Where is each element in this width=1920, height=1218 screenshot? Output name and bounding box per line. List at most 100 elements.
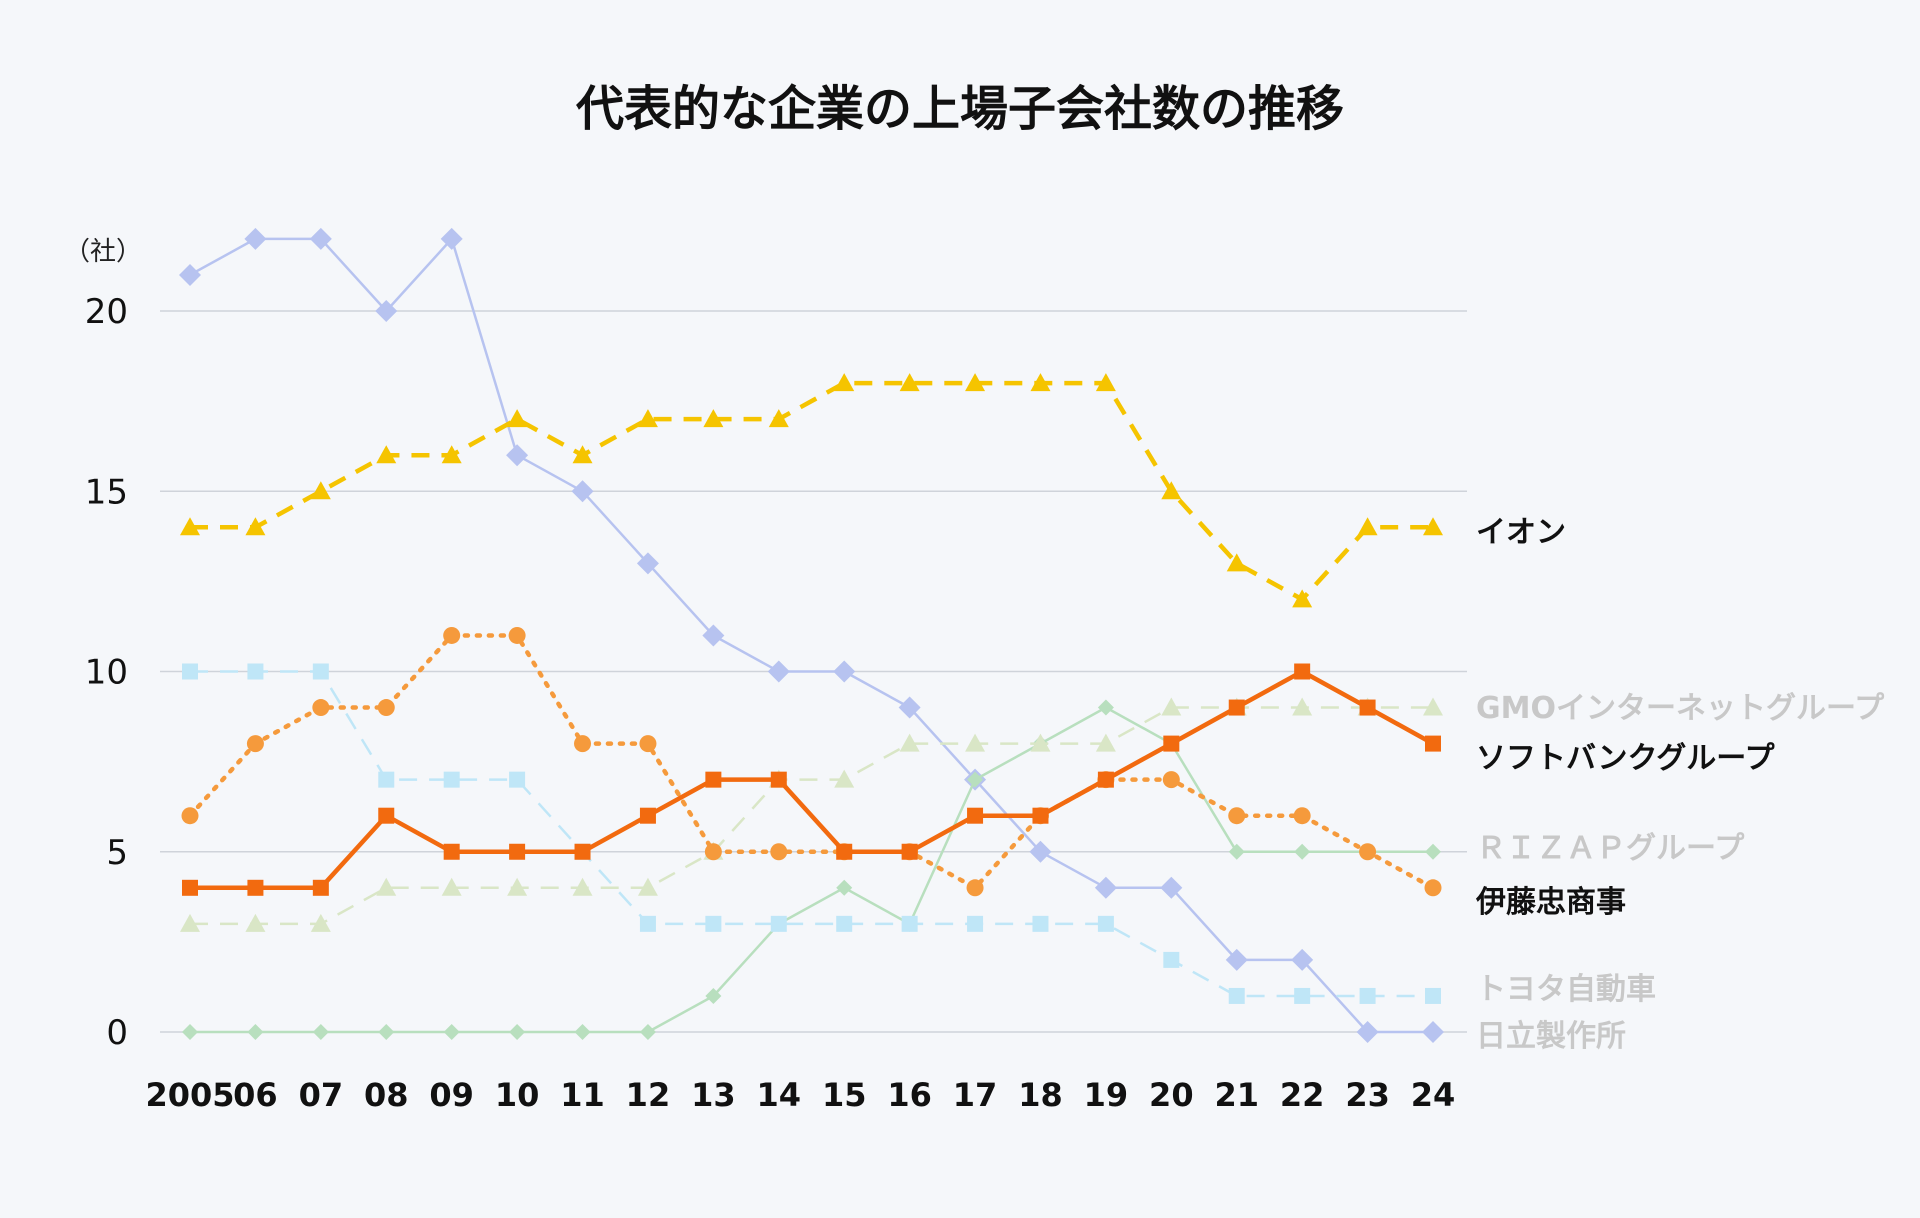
data-point — [1357, 517, 1378, 536]
data-point — [1292, 697, 1313, 716]
data-point — [182, 1024, 198, 1040]
data-point — [1163, 735, 1180, 752]
series-label: ソフトバンクグループ — [1476, 741, 1775, 776]
series-label: 伊藤忠商事 — [1475, 885, 1626, 920]
data-point — [1029, 840, 1052, 863]
data-point — [1356, 1021, 1379, 1043]
data-point — [572, 445, 593, 464]
data-point — [440, 227, 463, 250]
data-point — [572, 877, 593, 896]
data-point — [705, 771, 722, 788]
data-point — [833, 660, 856, 683]
data-point — [509, 771, 526, 788]
series-group — [179, 227, 1444, 1043]
data-point — [1228, 699, 1245, 716]
y-tick-label: 15 — [85, 472, 128, 512]
y-axis-ticks: 0 5 10 15 20 — [85, 292, 128, 1053]
data-point — [834, 373, 855, 392]
data-point — [770, 843, 788, 861]
data-point — [179, 263, 201, 286]
x-tick-label: 15 — [822, 1076, 867, 1114]
data-point — [1161, 481, 1182, 500]
x-tick-label: 16 — [887, 1076, 932, 1114]
data-point — [705, 987, 722, 1004]
data-point — [1423, 517, 1443, 536]
data-point — [506, 444, 529, 467]
data-point — [244, 227, 267, 250]
data-point — [247, 1024, 264, 1040]
data-point — [901, 915, 918, 932]
x-tick-label: 22 — [1280, 1076, 1325, 1114]
series-label: GMOインターネットグループ — [1476, 691, 1885, 726]
data-point — [1294, 987, 1311, 1004]
data-point — [509, 843, 526, 860]
data-point — [376, 877, 397, 896]
data-point — [1030, 373, 1051, 392]
data-point — [312, 699, 330, 717]
data-point — [639, 1024, 656, 1040]
series-line — [190, 706, 1433, 1034]
data-point — [965, 373, 986, 392]
y-axis-unit: （社） — [64, 237, 142, 267]
x-tick-label: 19 — [1084, 1076, 1129, 1114]
data-point — [967, 771, 984, 788]
series-line — [190, 706, 1433, 926]
data-point — [637, 409, 658, 428]
data-point — [1425, 735, 1441, 752]
series-ソフトバンクグループ — [182, 663, 1441, 896]
data-point — [507, 409, 528, 428]
series-label: 日立製作所 — [1476, 1019, 1626, 1054]
data-point — [1097, 771, 1114, 788]
data-point — [574, 735, 592, 753]
data-point — [637, 877, 658, 896]
data-point — [443, 626, 461, 644]
data-point — [1225, 948, 1248, 971]
data-point — [1160, 876, 1183, 899]
data-point — [1425, 987, 1441, 1004]
data-point — [1425, 843, 1441, 860]
data-point — [899, 373, 920, 392]
x-tick-label: 06 — [233, 1076, 278, 1114]
x-tick-label: 14 — [757, 1076, 802, 1114]
data-point — [836, 843, 853, 860]
data-point — [702, 624, 725, 647]
data-point — [1094, 876, 1117, 899]
data-point — [443, 1024, 460, 1040]
data-point — [967, 807, 984, 824]
data-point — [1359, 987, 1376, 1004]
data-point — [182, 879, 198, 896]
data-point — [704, 843, 722, 861]
data-point — [378, 1024, 395, 1040]
data-point — [834, 769, 855, 788]
data-point — [836, 915, 853, 932]
series-伊藤忠商事 — [181, 626, 1442, 897]
series-label: イオン — [1476, 515, 1566, 550]
x-tick-label: 10 — [495, 1076, 540, 1114]
data-point — [1163, 951, 1180, 968]
data-point — [181, 807, 199, 825]
data-point — [1228, 843, 1245, 860]
data-point — [441, 445, 462, 464]
y-tick-label: 5 — [106, 833, 128, 873]
series-label: ＲＩＺＡＰグループ — [1476, 831, 1745, 866]
x-tick-label: 13 — [691, 1076, 736, 1114]
data-point — [703, 409, 724, 428]
data-point — [245, 913, 266, 932]
data-point — [639, 735, 657, 753]
data-point — [1226, 553, 1247, 572]
data-point — [247, 663, 264, 680]
data-point — [1228, 807, 1246, 825]
series-トヨタ自動車 — [182, 663, 1441, 1004]
data-point — [310, 481, 331, 500]
x-tick-label: 20 — [1149, 1076, 1194, 1114]
data-point — [966, 879, 984, 897]
data-point — [376, 445, 397, 464]
x-tick-label: 18 — [1018, 1076, 1063, 1114]
data-point — [1097, 699, 1114, 716]
data-point — [180, 517, 200, 536]
data-point — [507, 877, 528, 896]
x-tick-label: 17 — [953, 1076, 998, 1114]
data-point — [571, 480, 594, 503]
